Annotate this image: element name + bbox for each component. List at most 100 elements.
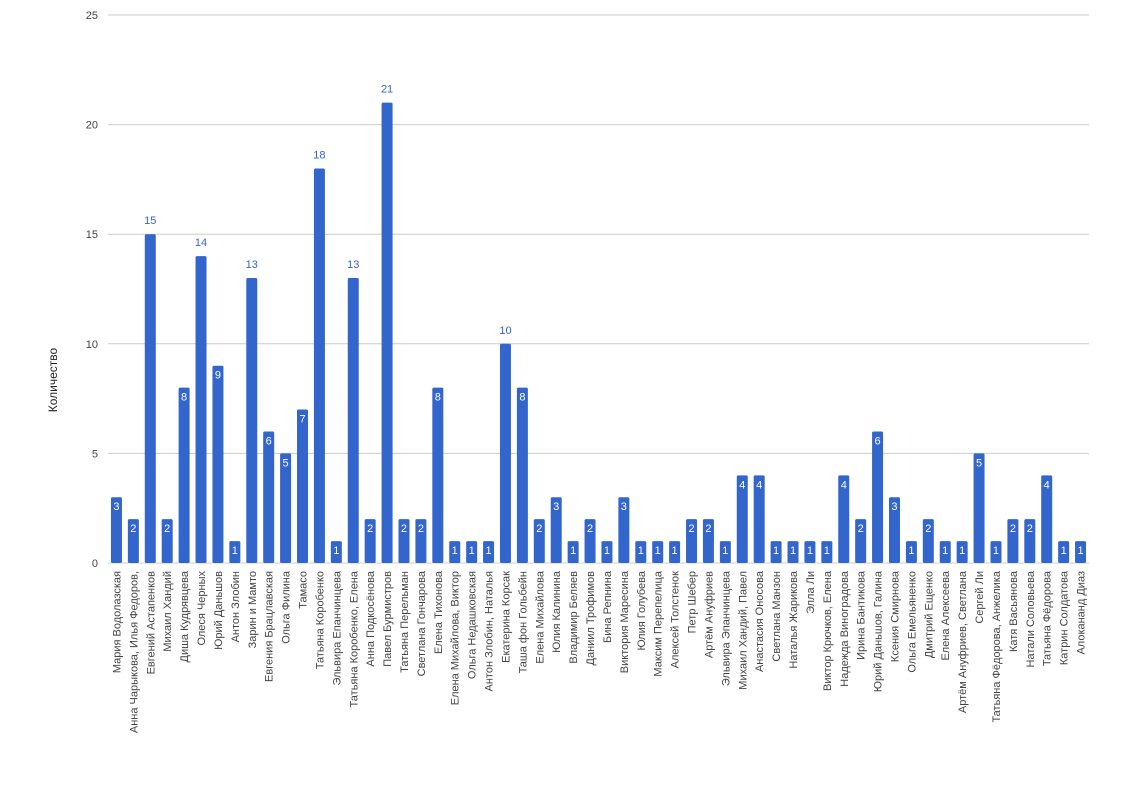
x-tick-label: Михаил Хандий, Павел <box>737 571 749 690</box>
x-tick-label: Татьяна Коробенко, Елена <box>348 570 360 707</box>
bar <box>432 387 444 563</box>
bar <box>787 541 799 563</box>
bar <box>804 541 816 563</box>
data-label: 21 <box>381 84 393 96</box>
bar <box>872 431 884 563</box>
x-tick-label: Эльвира Епанчинцева <box>331 570 343 685</box>
x-tick-label: Юлия Голубева <box>636 570 648 650</box>
bar <box>110 497 122 563</box>
data-label: 1 <box>993 545 999 557</box>
data-label: 1 <box>232 545 238 557</box>
data-label: 2 <box>688 523 694 535</box>
bar <box>364 519 376 563</box>
data-label: 1 <box>655 545 661 557</box>
bar <box>178 387 190 563</box>
x-tick-label: Елена Михайлова, Виктор <box>450 571 462 705</box>
x-tick-label: Эльвира Эпанчинцева <box>720 570 732 686</box>
x-tick-label: Зарин и Мамто <box>247 571 259 648</box>
x-tick-label: Татьяна Перельман <box>399 571 411 673</box>
bar <box>263 431 275 563</box>
bar <box>939 541 951 563</box>
x-tick-label: Юрий Даньшов, Галина <box>873 570 885 692</box>
data-label: 13 <box>347 259 359 271</box>
bar <box>1007 519 1019 563</box>
bar <box>246 278 258 563</box>
data-label: 1 <box>722 545 728 557</box>
y-tick-label: 10 <box>86 339 98 351</box>
bar <box>297 409 309 563</box>
data-label: 6 <box>875 435 881 447</box>
bar <box>1058 541 1070 563</box>
data-label: 2 <box>536 523 542 535</box>
data-label: 3 <box>113 501 119 513</box>
data-label: 2 <box>858 523 864 535</box>
x-tick-label: Катя Васьянова <box>1008 570 1020 652</box>
data-label: 1 <box>1061 545 1067 557</box>
data-label: 2 <box>401 523 407 535</box>
bar <box>533 519 545 563</box>
x-tick-label: Тамасо <box>298 571 310 609</box>
bar <box>567 541 579 563</box>
data-label: 5 <box>283 457 289 469</box>
bar <box>635 541 647 563</box>
x-tick-label: Артём Ануфриев <box>703 571 715 658</box>
x-tick-label: Артём Ануфриев, Светлана <box>957 570 969 713</box>
data-label: 2 <box>1010 523 1016 535</box>
data-label: 1 <box>452 545 458 557</box>
bar <box>956 541 968 563</box>
data-label: 1 <box>773 545 779 557</box>
data-label: 2 <box>130 523 136 535</box>
data-label: 5 <box>976 457 982 469</box>
x-tick-label: Натали Соловьева <box>1025 570 1037 667</box>
y-axis-label: Количество <box>46 347 60 412</box>
bar <box>483 541 495 563</box>
x-tick-label: Евгения Брацлавская <box>264 571 276 682</box>
y-tick-label: 5 <box>92 448 98 460</box>
bar <box>313 168 325 563</box>
y-tick-label: 20 <box>86 120 98 132</box>
x-tick-label: Анастасия Оносова <box>754 570 766 672</box>
x-tick-label: Алокананд Диаз <box>1076 571 1088 655</box>
data-label: 2 <box>705 523 711 535</box>
x-tick-label: Сергей Ли <box>974 571 986 624</box>
x-tick-label: Даниил Трофимов <box>585 571 597 666</box>
data-label: 18 <box>313 149 325 161</box>
data-label: 1 <box>790 545 796 557</box>
x-tick-label: Юрий Даньшов <box>213 571 225 650</box>
data-label: 1 <box>1077 545 1083 557</box>
x-tick-label: Елена Михайлова <box>534 570 546 663</box>
x-tick-label: Юлия Калинина <box>551 570 563 653</box>
data-label: 2 <box>587 523 593 535</box>
data-label: 2 <box>418 523 424 535</box>
bar <box>1041 475 1053 563</box>
x-tick-label: Ксения Смирнова <box>889 570 901 662</box>
data-label: 1 <box>807 545 813 557</box>
x-tick-label: Елена Алексеева <box>940 570 952 660</box>
data-label: 1 <box>824 545 830 557</box>
bar <box>973 453 985 563</box>
x-tick-label: Антон Злобин <box>230 571 242 642</box>
bar <box>905 541 917 563</box>
x-tick-label: Владимир Беляев <box>568 571 580 664</box>
data-label: 1 <box>942 545 948 557</box>
y-tick-label: 25 <box>86 10 98 22</box>
bar <box>1075 541 1087 563</box>
data-label: 10 <box>499 325 511 337</box>
x-tick-label: Ольга Недашковская <box>467 571 479 679</box>
bar <box>347 278 359 563</box>
bar <box>381 102 393 564</box>
x-tick-label: Павел Бурмистров <box>382 571 394 667</box>
x-tick-label: Елена Тихонова <box>433 570 445 654</box>
x-tick-label: Ольга Емельяненко <box>906 571 918 673</box>
data-label: 3 <box>621 501 627 513</box>
x-tick-label: Бина Репнина <box>602 570 614 643</box>
x-tick-label: Наталья Жарикова <box>788 570 800 668</box>
data-label: 2 <box>164 523 170 535</box>
bar <box>669 541 681 563</box>
x-tick-label: Таша фон Гольбейн <box>517 571 529 673</box>
x-tick-label: Татьяна Фёдорова <box>1042 570 1054 666</box>
data-label: 15 <box>144 215 156 227</box>
bar <box>229 541 241 563</box>
x-tick-label: Надежда Виноградова <box>839 570 851 687</box>
